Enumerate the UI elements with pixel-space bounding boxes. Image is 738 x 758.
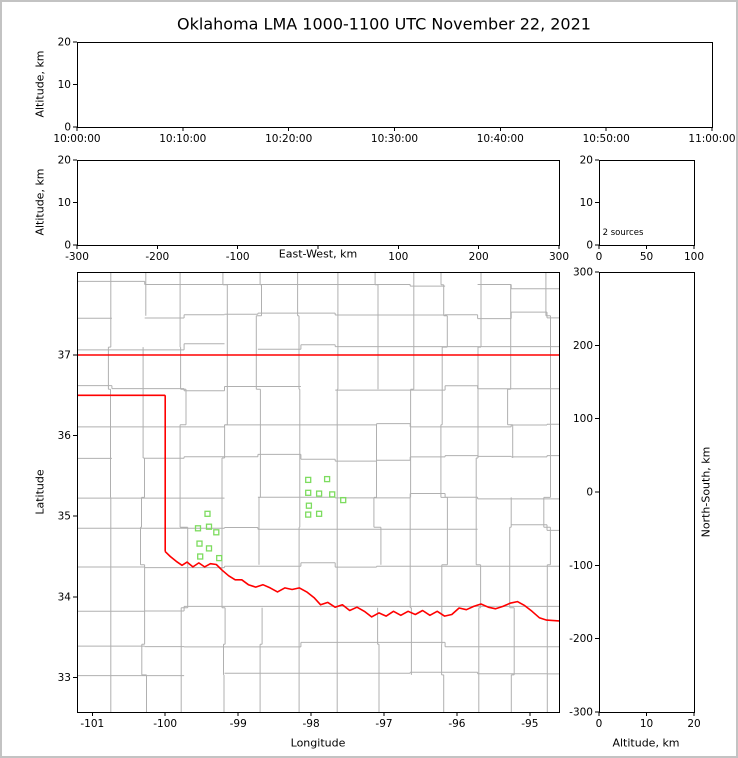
y-tick-label: 10 <box>580 197 593 209</box>
x-tick-label: 11:00:00 <box>688 133 735 145</box>
map-y-axis-label: Latitude <box>33 469 47 515</box>
y-tick-label: 33 <box>58 672 71 684</box>
lma-station-marker <box>197 553 204 560</box>
lma-station-marker <box>204 510 211 517</box>
x-tick-label: 10:40:00 <box>477 133 524 145</box>
x-tick-label: 100 <box>684 251 704 263</box>
ew-panel-y-axis-label: Altitude, km <box>33 168 47 236</box>
time-panel-y-axis-label: Altitude, km <box>33 50 47 118</box>
lma-station-marker <box>315 510 323 517</box>
y-tick-label: 37 <box>58 350 71 362</box>
x-tick-label: 20 <box>687 718 700 730</box>
y-tick-label: 10 <box>58 197 71 209</box>
lma-station-marker <box>305 489 312 496</box>
ns-panel-y-axis-label: North-South, km <box>699 446 713 538</box>
lma-station-marker <box>315 490 323 497</box>
y-tick-label: 10 <box>58 79 71 91</box>
x-tick-label: 10 <box>640 718 653 730</box>
x-tick-label: -101 <box>80 718 104 730</box>
lma-station-marker <box>305 502 313 509</box>
x-tick-label: -99 <box>230 718 247 730</box>
y-tick-label: 100 <box>573 413 593 425</box>
y-tick-label: 20 <box>58 155 71 167</box>
x-tick-label: 0 <box>596 251 603 263</box>
y-tick-label: 300 <box>573 267 593 279</box>
x-tick-label: -300 <box>65 251 89 263</box>
x-tick-label: -95 <box>521 718 538 730</box>
x-tick-label: 200 <box>469 251 489 263</box>
figure-title: Oklahoma LMA 1000-1100 UTC November 22, … <box>177 14 591 34</box>
x-tick-label: -98 <box>303 718 320 730</box>
lma-station-marker <box>323 475 331 483</box>
map-panel-border <box>77 272 560 713</box>
x-tick-label: 100 <box>388 251 408 263</box>
ns-panel-border <box>599 272 695 713</box>
y-tick-label: 35 <box>58 511 71 523</box>
lma-station-marker <box>205 545 213 552</box>
state-border <box>77 354 559 622</box>
map-x-axis-label: Longitude <box>290 736 346 750</box>
station-markers <box>194 475 347 562</box>
lma-station-marker <box>205 523 213 530</box>
x-tick-label: -200 <box>145 251 169 263</box>
x-tick-label: -96 <box>448 718 465 730</box>
ns-panel-x-axis-label: Altitude, km <box>612 736 680 750</box>
x-tick-label: 10:20:00 <box>265 133 312 145</box>
x-tick-label: 10:50:00 <box>583 133 630 145</box>
x-tick-label: 50 <box>640 251 653 263</box>
x-tick-label: 0 <box>596 718 603 730</box>
lma-station-marker <box>216 554 223 562</box>
hist-panel-border <box>599 160 695 246</box>
county-boundaries <box>77 272 559 712</box>
panel-frames <box>77 42 713 713</box>
y-tick-label: 0 <box>64 122 71 134</box>
x-tick-label: 10:10:00 <box>159 133 206 145</box>
y-tick-label: 36 <box>58 430 72 442</box>
y-tick-label: 200 <box>573 340 593 352</box>
y-tick-label: -100 <box>569 560 593 572</box>
lma-station-marker <box>305 511 312 518</box>
lma-station-marker <box>194 525 202 532</box>
y-tick-label: 0 <box>64 240 71 252</box>
y-tick-label: 34 <box>58 591 72 603</box>
ew-panel-border <box>77 160 560 246</box>
y-tick-label: -200 <box>569 633 593 645</box>
x-tick-label: -97 <box>375 718 392 730</box>
tick-labels: 10:00:00 10:10:00 10:20:00 10:30:00 10:40:00… <box>53 37 735 731</box>
x-tick-label: -100 <box>153 718 177 730</box>
y-tick-label: 0 <box>586 240 593 252</box>
y-tick-label: 20 <box>58 37 71 49</box>
lma-station-marker <box>213 529 220 536</box>
x-tick-label: 10:00:00 <box>53 133 100 145</box>
y-tick-label: -300 <box>569 707 593 719</box>
y-tick-label: 0 <box>586 487 593 499</box>
x-tick-label: -100 <box>226 251 250 263</box>
x-tick-label: 300 <box>549 251 569 263</box>
lma-station-marker <box>329 491 336 498</box>
source-count-annotation: 2 sources <box>602 228 644 238</box>
lma-station-marker <box>196 540 203 547</box>
y-tick-label: 20 <box>580 155 593 167</box>
lma-station-marker <box>340 496 347 504</box>
map-layer <box>77 272 559 712</box>
lma-station-marker <box>305 476 312 484</box>
ew-panel-x-axis-label: East-West, km <box>278 247 358 261</box>
time-panel-border <box>77 42 713 128</box>
x-tick-label: 10:30:00 <box>371 133 418 145</box>
